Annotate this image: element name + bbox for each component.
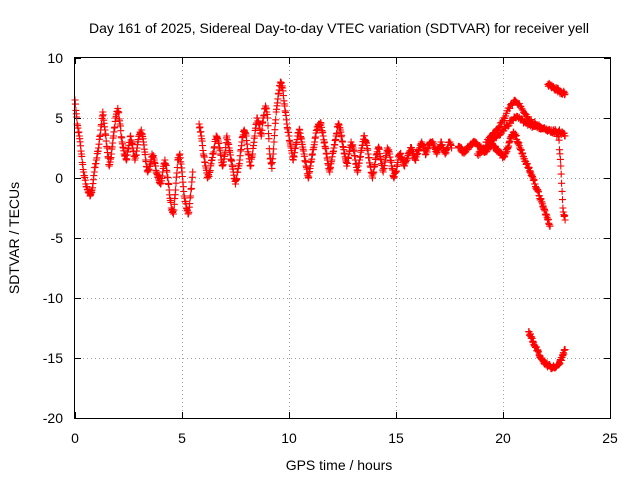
data-point: [556, 155, 564, 163]
data-point: [247, 161, 255, 169]
data-point: [270, 138, 278, 146]
data-point: [557, 170, 565, 178]
x-tick-label: 5: [178, 430, 186, 446]
y-tick-label: -5: [51, 230, 64, 246]
data-point: [495, 124, 503, 132]
data-point: [555, 136, 563, 144]
data-point: [268, 164, 276, 172]
y-tick-label: -10: [43, 290, 63, 306]
data-point: [505, 121, 513, 129]
data-point: [504, 122, 512, 130]
data-point: [546, 222, 554, 230]
data-point: [115, 109, 123, 117]
data-point: [491, 129, 499, 137]
data-point: [172, 186, 180, 194]
data-point: [270, 145, 278, 153]
data-point: [264, 122, 272, 130]
data-point: [557, 162, 565, 170]
x-tick-label: 25: [602, 430, 618, 446]
x-tick-label: 10: [281, 430, 297, 446]
y-tick-label: 5: [55, 110, 63, 126]
data-point: [264, 114, 272, 122]
data-point: [71, 100, 79, 108]
data-points: [71, 78, 569, 373]
data-point: [117, 127, 125, 135]
data-point: [561, 132, 569, 140]
x-tick-label: 0: [71, 430, 79, 446]
y-axis-label: SDTVAR / TECUs: [6, 182, 22, 294]
data-point: [78, 152, 86, 160]
data-point: [559, 196, 566, 204]
y-tick-label: -15: [43, 350, 63, 366]
data-point: [333, 129, 341, 137]
data-point: [558, 187, 566, 195]
x-axis-label: GPS time / hours: [286, 457, 393, 473]
data-point: [561, 216, 569, 224]
data-point: [187, 192, 195, 200]
data-point: [561, 346, 569, 354]
data-point: [498, 118, 506, 126]
data-point: [233, 175, 241, 183]
data-point: [448, 144, 456, 152]
data-point: [518, 105, 526, 113]
data-point: [271, 126, 279, 134]
y-tick-label: 0: [55, 170, 63, 186]
data-point: [189, 168, 197, 176]
data-point: [258, 126, 266, 134]
x-tick-label: 15: [388, 430, 404, 446]
data-point: [265, 135, 273, 143]
y-tick-label: -20: [43, 410, 63, 426]
data-point: [561, 90, 569, 98]
x-tick-label: 20: [495, 430, 511, 446]
y-tick-label: 10: [47, 50, 63, 66]
data-point: [344, 159, 352, 167]
data-point: [270, 132, 278, 140]
data-point: [558, 179, 566, 187]
tick-labels: 0 5 10 15 20 25 -20 -15 -10 -5 0 5 10: [43, 50, 618, 446]
plot-frame: [74, 57, 611, 419]
data-point: [474, 152, 482, 159]
data-point: [496, 123, 504, 130]
data-point: [187, 184, 195, 192]
data-point: [272, 116, 280, 124]
data-point: [172, 179, 180, 187]
chart-title: Day 161 of 2025, Sidereal Day-to-day VTE…: [89, 20, 589, 36]
